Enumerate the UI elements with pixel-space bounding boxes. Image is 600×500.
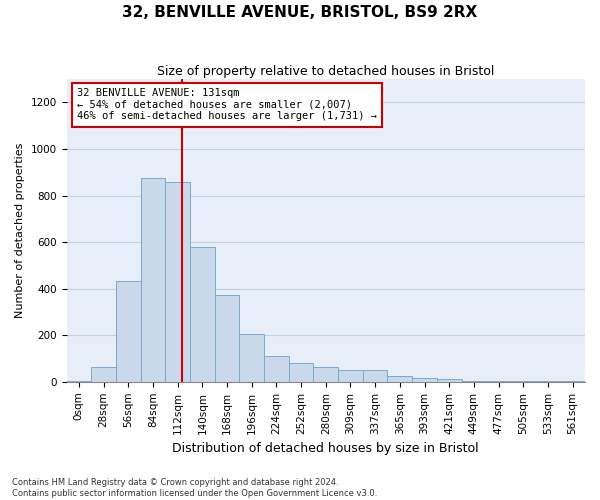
Y-axis label: Number of detached properties: Number of detached properties xyxy=(15,143,25,318)
Bar xyxy=(313,366,338,382)
Bar xyxy=(140,178,165,382)
Bar xyxy=(486,380,511,382)
Bar xyxy=(461,380,486,382)
Bar xyxy=(412,378,437,382)
Text: Contains HM Land Registry data © Crown copyright and database right 2024.
Contai: Contains HM Land Registry data © Crown c… xyxy=(12,478,377,498)
Text: 32, BENVILLE AVENUE, BRISTOL, BS9 2RX: 32, BENVILLE AVENUE, BRISTOL, BS9 2RX xyxy=(122,5,478,20)
Text: 32 BENVILLE AVENUE: 131sqm
← 54% of detached houses are smaller (2,007)
46% of s: 32 BENVILLE AVENUE: 131sqm ← 54% of deta… xyxy=(77,88,377,122)
Bar xyxy=(91,368,116,382)
Bar xyxy=(165,182,190,382)
Bar xyxy=(190,247,215,382)
Bar xyxy=(388,376,412,382)
Bar xyxy=(289,363,313,382)
Bar xyxy=(239,334,264,382)
Bar xyxy=(116,280,140,382)
X-axis label: Distribution of detached houses by size in Bristol: Distribution of detached houses by size … xyxy=(172,442,479,455)
Bar xyxy=(363,370,388,382)
Title: Size of property relative to detached houses in Bristol: Size of property relative to detached ho… xyxy=(157,65,494,78)
Bar xyxy=(264,356,289,382)
Bar xyxy=(437,380,461,382)
Bar xyxy=(338,370,363,382)
Bar xyxy=(215,294,239,382)
